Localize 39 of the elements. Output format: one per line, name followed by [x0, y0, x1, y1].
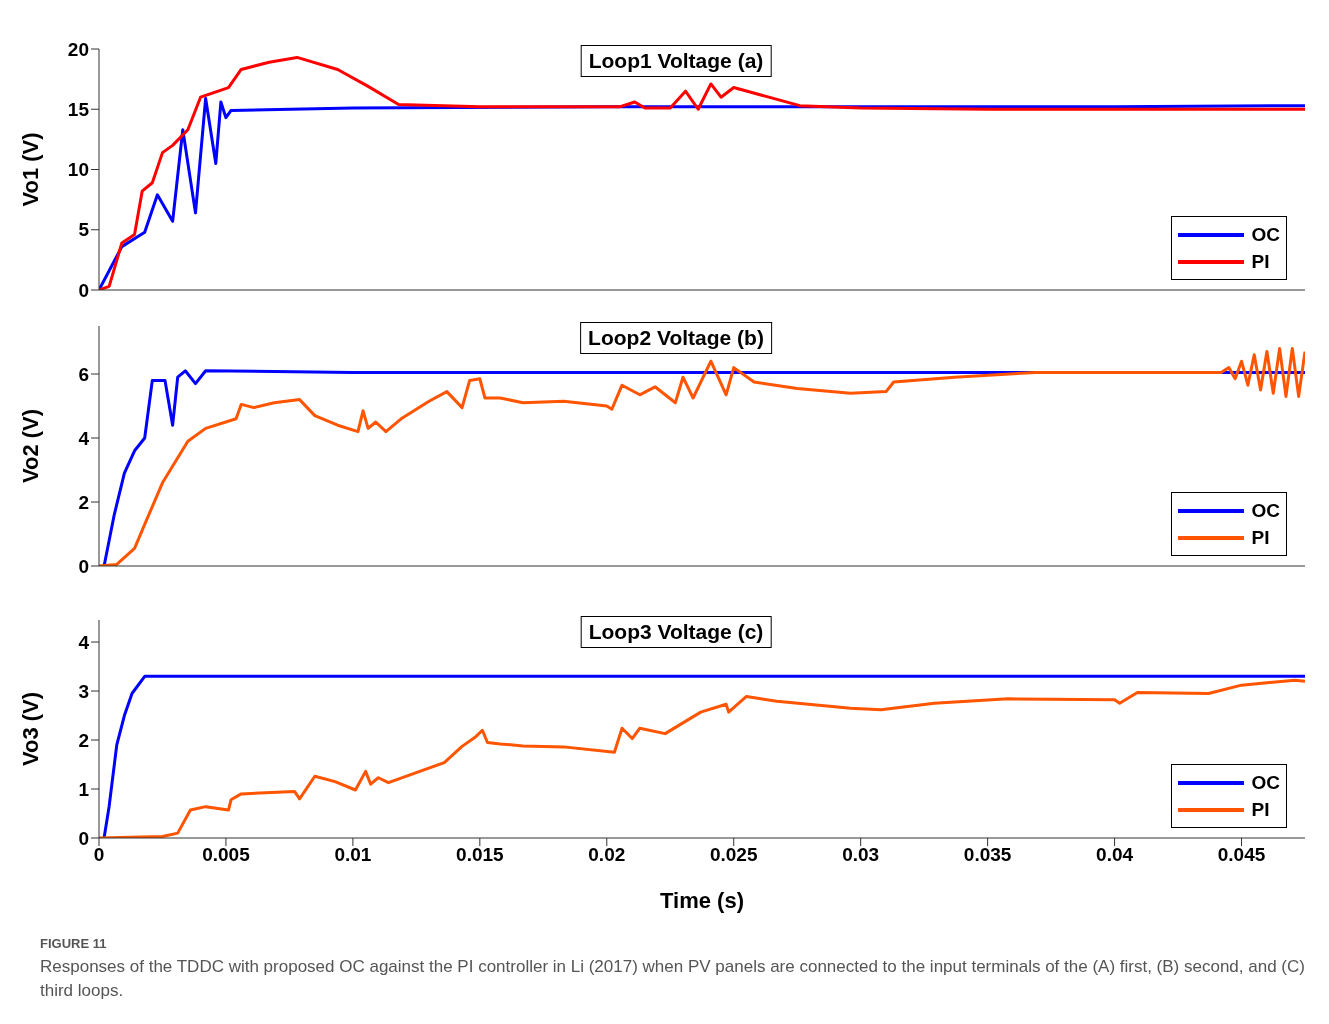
- y-tick-label: 6: [78, 363, 89, 385]
- chart-title: Loop2 Voltage (b): [580, 322, 772, 354]
- x-tick-label: 0.005: [202, 844, 251, 866]
- y-tick-label: 4: [78, 631, 90, 653]
- x-tick-label: 0.01: [334, 844, 372, 866]
- text: Responses of the TDDC with proposed OC against the PI controller in Li (2017) when PV panels are connected to the input terminals of the (A) first, (B) second, and (C) third loops.: [40, 956, 1306, 1002]
- x-tick-label: 0: [93, 844, 105, 866]
- y-tick-label: 20: [67, 38, 89, 60]
- x-tick-label: 0.02: [588, 844, 626, 866]
- y-axis-title: Vo3 (V): [17, 691, 43, 767]
- legend-label: PI: [1251, 798, 1270, 821]
- y-tick-label: 10: [67, 159, 89, 181]
- y-tick-label: 1: [78, 778, 90, 800]
- x-axis-title: Time (s): [660, 888, 744, 913]
- y-tick-label: 0: [78, 827, 89, 849]
- y-tick-label: 0: [78, 555, 89, 577]
- x-tick-label: 0.045: [1217, 844, 1266, 866]
- chart-title: Loop1 Voltage (a): [580, 45, 772, 77]
- y-tick-label: 3: [78, 680, 89, 702]
- legend-label: OC: [1251, 223, 1280, 246]
- x-tick-label: 0.04: [1096, 844, 1134, 866]
- caption: FIGURE 11: [40, 936, 108, 951]
- x-tick-label: 0.015: [456, 844, 505, 866]
- x-tick-label: 0.025: [709, 844, 758, 866]
- legend-label: OC: [1251, 499, 1280, 522]
- legend-label: OC: [1251, 771, 1280, 794]
- y-axis-title: Vo2 (V): [17, 408, 43, 484]
- y-tick-label: 4: [78, 427, 90, 449]
- x-tick-label: 0.03: [842, 844, 880, 866]
- y-tick-label: 0: [78, 279, 89, 301]
- legend-label: PI: [1251, 526, 1270, 549]
- legend-label: PI: [1251, 250, 1270, 273]
- y-tick-label: 15: [67, 99, 90, 120]
- chart-title: Loop3 Voltage (c): [580, 616, 772, 648]
- y-tick-label: 5: [78, 219, 90, 241]
- x-tick-label: 0.035: [963, 844, 1012, 866]
- y-tick-label: 2: [78, 729, 89, 751]
- y-axis-title: Vo1 (V): [17, 132, 43, 207]
- y-tick-label: 2: [78, 491, 89, 513]
